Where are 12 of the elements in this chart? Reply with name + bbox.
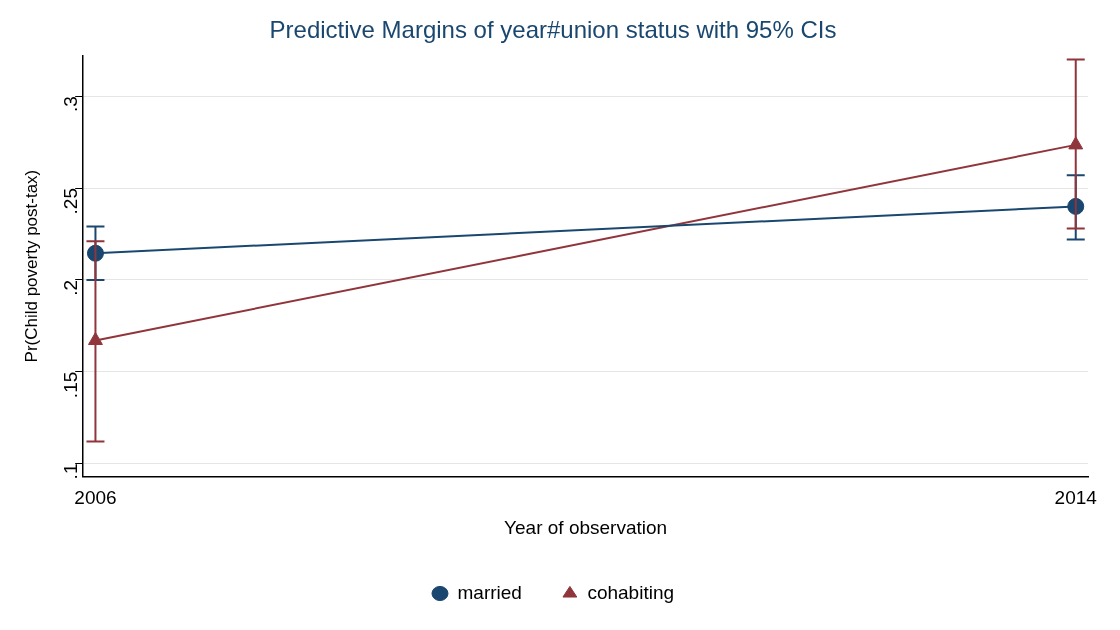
- x-tick-label: 2014: [1054, 487, 1098, 509]
- y-tick-label: .2: [60, 279, 82, 296]
- y-tick-label: .15: [60, 371, 82, 399]
- x-tick-label: 2006: [74, 487, 117, 509]
- legend-label: married: [457, 581, 522, 603]
- legend-label: cohabiting: [587, 581, 675, 603]
- y-tick-label: .1: [60, 463, 82, 480]
- chart-title: Predictive Margins of year#union status with 95% CIs: [269, 16, 837, 44]
- y-tick-label: .3: [60, 96, 82, 113]
- y-axis-title: Pr(Child poverty post-tax): [21, 169, 41, 363]
- y-tick-label: .25: [60, 188, 82, 215]
- x-axis-title: Year of observation: [504, 516, 668, 538]
